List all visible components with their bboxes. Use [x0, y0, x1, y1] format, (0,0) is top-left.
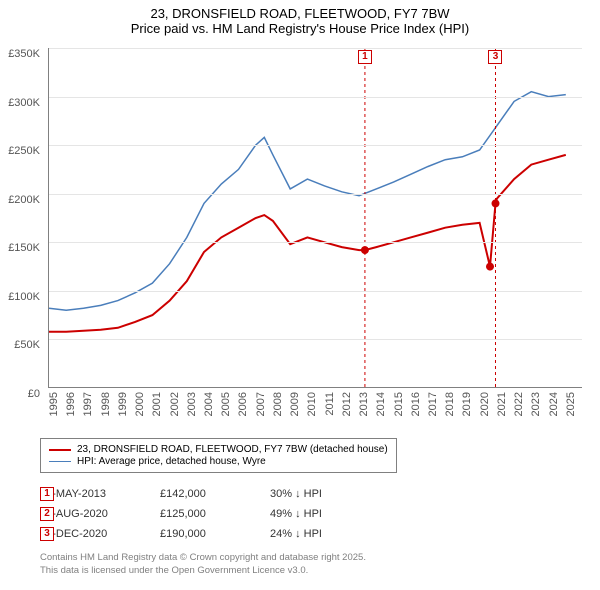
y-tick-label: £350K: [8, 48, 40, 60]
x-tick-label: 1995: [48, 392, 60, 416]
legend-swatch-property: [49, 449, 71, 451]
legend-label-property: 23, DRONSFIELD ROAD, FLEETWOOD, FY7 7BW …: [77, 444, 388, 455]
x-tick-label: 2006: [237, 392, 249, 416]
gridline: [49, 291, 582, 292]
series-line-property: [49, 155, 566, 332]
x-tick-label: 2009: [289, 392, 301, 416]
row-date: 07-AUG-2020: [40, 508, 160, 520]
x-tick-label: 2004: [203, 392, 215, 416]
page-root: 23, DRONSFIELD ROAD, FLEETWOOD, FY7 7BW …: [0, 0, 600, 590]
footer-attribution: Contains HM Land Registry data © Crown c…: [40, 552, 366, 578]
x-tick-label: 1997: [82, 392, 94, 416]
y-tick-label: £50K: [14, 339, 40, 351]
gridline: [49, 339, 582, 340]
y-tick-label: £300K: [8, 97, 40, 109]
x-tick-label: 2011: [324, 392, 336, 416]
legend-row-hpi: HPI: Average price, detached house, Wyre: [49, 456, 388, 467]
row-date: 03-MAY-2013: [40, 488, 160, 500]
sales-table: 1 03-MAY-2013 £142,000 30% ↓ HPI 2 07-AU…: [40, 484, 400, 544]
y-axis: £0£50K£100K£150K£200K£250K£300K£350K: [0, 48, 46, 388]
series-line-hpi: [49, 92, 566, 311]
table-row: 1 03-MAY-2013 £142,000 30% ↓ HPI: [40, 484, 400, 504]
x-tick-label: 2019: [461, 392, 473, 416]
gridline: [49, 242, 582, 243]
row-marker: 3: [40, 527, 54, 541]
chart-svg: [49, 48, 582, 387]
x-tick-label: 2014: [375, 392, 387, 416]
row-date: 01-DEC-2020: [40, 528, 160, 540]
legend-label-hpi: HPI: Average price, detached house, Wyre: [77, 456, 266, 467]
table-row: 3 01-DEC-2020 £190,000 24% ↓ HPI: [40, 524, 400, 544]
x-tick-label: 2015: [393, 392, 405, 416]
footer-line2: This data is licensed under the Open Gov…: [40, 565, 366, 578]
x-tick-label: 2018: [444, 392, 456, 416]
x-tick-label: 2010: [306, 392, 318, 416]
x-tick-label: 2013: [358, 392, 370, 416]
x-tick-label: 2012: [341, 392, 353, 416]
x-tick-label: 2020: [479, 392, 491, 416]
x-axis: 1995 1996 1997 1998 1999 2000 2001 2002 2003 2004…: [48, 388, 582, 438]
row-marker: 1: [40, 487, 54, 501]
y-tick-label: £200K: [8, 194, 40, 206]
x-tick-label: 2008: [272, 392, 284, 416]
legend-swatch-hpi: [49, 461, 71, 462]
gridline: [49, 48, 582, 49]
title-address: 23, DRONSFIELD ROAD, FLEETWOOD, FY7 7BW: [0, 6, 600, 21]
x-tick-label: 1996: [65, 392, 77, 416]
x-tick-label: 2025: [565, 392, 577, 416]
x-tick-label: 2024: [548, 392, 560, 416]
x-tick-label: 2021: [496, 392, 508, 416]
legend-row-property: 23, DRONSFIELD ROAD, FLEETWOOD, FY7 7BW …: [49, 444, 388, 455]
title-subtitle: Price paid vs. HM Land Registry's House …: [0, 21, 600, 36]
x-tick-label: 2023: [530, 392, 542, 416]
x-tick-label: 2016: [410, 392, 422, 416]
x-tick-label: 2005: [220, 392, 232, 416]
row-pct: 24% ↓ HPI: [270, 528, 400, 540]
chart-plot-area: 13: [48, 48, 582, 388]
legend: 23, DRONSFIELD ROAD, FLEETWOOD, FY7 7BW …: [40, 438, 397, 473]
table-row: 2 07-AUG-2020 £125,000 49% ↓ HPI: [40, 504, 400, 524]
gridline: [49, 194, 582, 195]
x-tick-label: 1999: [117, 392, 129, 416]
sale-top-marker: 1: [358, 50, 372, 64]
gridline: [49, 97, 582, 98]
y-tick-label: £250K: [8, 145, 40, 157]
y-tick-label: £0: [28, 388, 40, 400]
sale-top-marker: 3: [488, 50, 502, 64]
row-pct: 30% ↓ HPI: [270, 488, 400, 500]
x-tick-label: 2000: [134, 392, 146, 416]
row-price: £190,000: [160, 528, 270, 540]
x-tick-label: 2017: [427, 392, 439, 416]
x-tick-label: 1998: [100, 392, 112, 416]
sale-point-marker: [486, 263, 494, 271]
row-price: £125,000: [160, 508, 270, 520]
row-price: £142,000: [160, 488, 270, 500]
x-tick-label: 2003: [186, 392, 198, 416]
x-tick-label: 2001: [151, 392, 163, 416]
footer-line1: Contains HM Land Registry data © Crown c…: [40, 552, 366, 565]
row-pct: 49% ↓ HPI: [270, 508, 400, 520]
x-tick-label: 2022: [513, 392, 525, 416]
y-tick-label: £150K: [8, 242, 40, 254]
row-marker: 2: [40, 507, 54, 521]
x-tick-label: 2002: [169, 392, 181, 416]
title-block: 23, DRONSFIELD ROAD, FLEETWOOD, FY7 7BW …: [0, 0, 600, 38]
y-tick-label: £100K: [8, 291, 40, 303]
gridline: [49, 145, 582, 146]
x-tick-label: 2007: [255, 392, 267, 416]
